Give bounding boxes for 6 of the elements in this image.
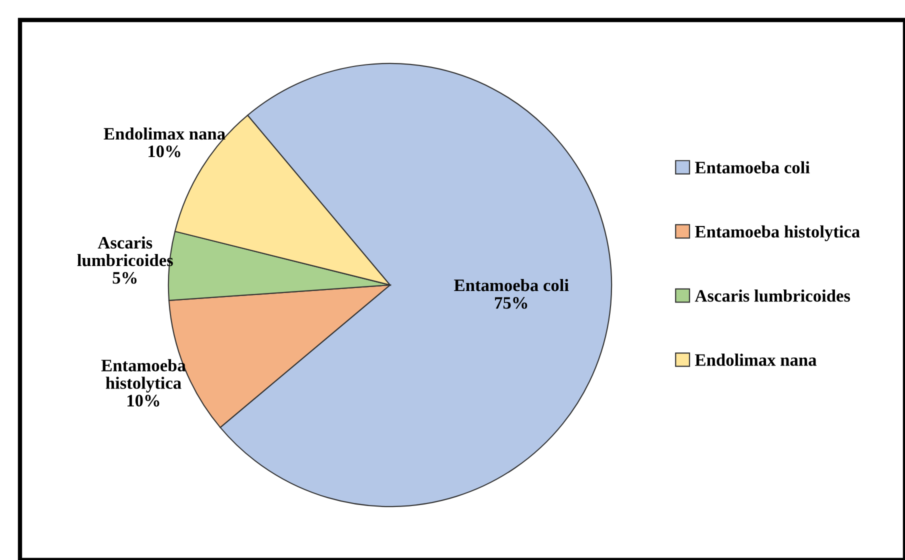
- legend-label: Entamoeba histolytica: [695, 225, 860, 242]
- legend-label: Ascaris lumbricoides: [694, 290, 850, 302]
- legend-label: Endolimax nana: [695, 354, 817, 366]
- text: Entamoeba coli 75%: [454, 278, 569, 309]
- legend-label: Entamoeba coli: [695, 161, 810, 174]
- text: Endolimax nana 10%: [104, 127, 226, 158]
